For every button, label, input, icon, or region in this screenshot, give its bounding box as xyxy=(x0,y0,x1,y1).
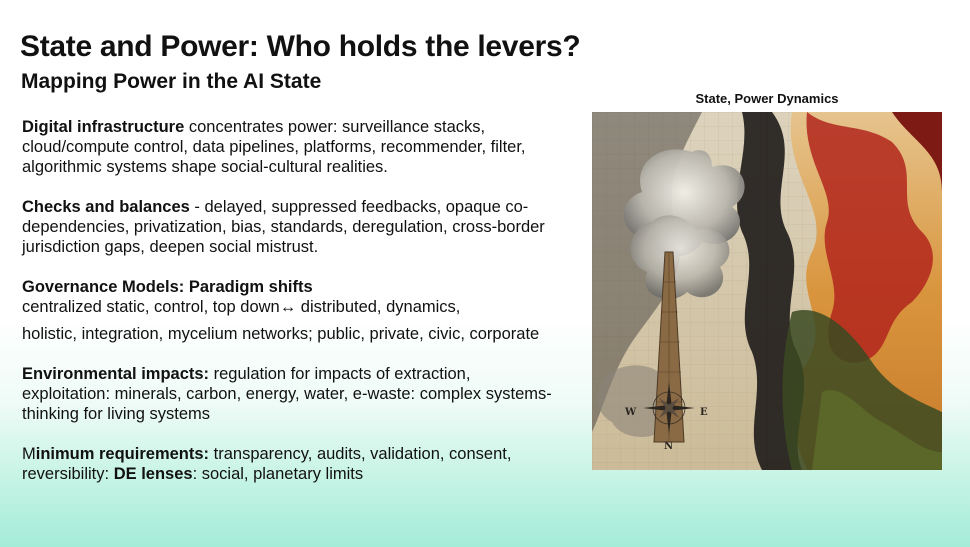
slide-subtitle: Mapping Power in the AI State xyxy=(21,70,322,93)
paragraph-minimum-requirements: Minimum requirements: transparency, audi… xyxy=(22,444,562,484)
paragraph-text: regulation for impacts of extraction, ex… xyxy=(22,365,552,423)
paragraph-heading: inimum requirements: xyxy=(35,445,210,463)
paragraph-heading: Checks and balances xyxy=(22,198,190,216)
paragraph-checks-and-balances: Checks and balances - delayed, suppresse… xyxy=(22,197,562,257)
slide-body: Digital infrastructure concentrates powe… xyxy=(22,117,562,504)
compass-north-label: N xyxy=(664,441,673,452)
paragraph-heading: Digital infrastructure xyxy=(22,118,185,136)
compass-east-label: E xyxy=(700,407,708,418)
paragraph-heading-secondary: DE lenses xyxy=(113,465,193,483)
paragraph-text-line: holistic, integration, mycelium networks… xyxy=(22,325,540,343)
paragraph-heading: Governance Models: Paradigm shifts xyxy=(22,278,313,296)
figure-caption: State, Power Dynamics xyxy=(695,91,839,106)
figure-reflection xyxy=(592,472,942,532)
paragraph-governance-models: Governance Models: Paradigm shifts centr… xyxy=(22,277,562,344)
paragraph-lead-letter: M xyxy=(22,445,36,463)
power-dynamics-map-illustration: W E N xyxy=(592,112,942,470)
slide-title: State and Power: Who holds the levers? xyxy=(20,30,581,63)
paragraph-text-line: centralized static, control, top down↔ d… xyxy=(22,298,461,316)
compass-west-label: W xyxy=(624,407,637,418)
paragraph-environmental-impacts: Environmental impacts: regulation for im… xyxy=(22,364,562,424)
paragraph-text: concentrates power: surveillance stacks,… xyxy=(22,118,526,176)
paragraph-heading: Environmental impacts: xyxy=(22,365,210,383)
paragraph-text: : social, planetary limits xyxy=(192,465,364,483)
paragraph-text: transparency, audits, validation, consen… xyxy=(22,445,512,483)
paragraph-text: - delayed, suppressed feedbacks, opaque … xyxy=(22,198,545,256)
paragraph-digital-infrastructure: Digital infrastructure concentrates powe… xyxy=(22,117,562,177)
